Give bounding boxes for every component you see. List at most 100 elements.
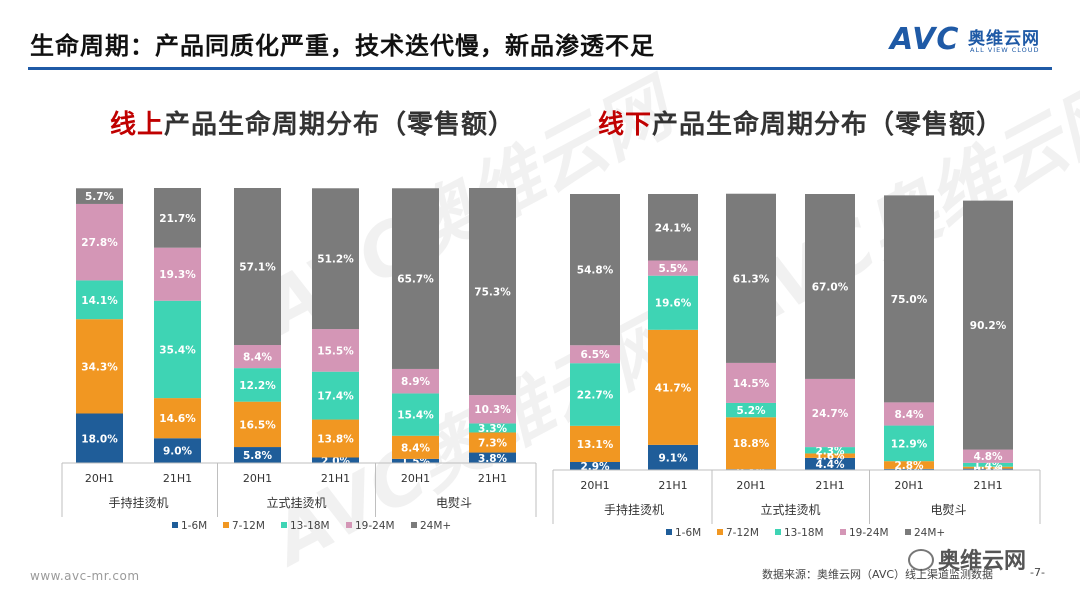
offline-label-3-19-24M: 24.7%	[812, 408, 849, 420]
online-bar-5-13-18M	[469, 423, 516, 433]
online-category-label-5: 21H1	[478, 472, 507, 485]
logo-chinese: 奥维云网	[968, 29, 1040, 49]
online-bar-2-1-6M	[234, 447, 281, 463]
online-label-4-13-18M: 15.4%	[397, 410, 434, 422]
online-label-4-1-6M: 1.5%	[401, 456, 431, 468]
online-label-1-19-24M: 19.3%	[159, 269, 196, 281]
online-bar-4-1-6M	[392, 458, 439, 463]
online-bar-1-19-24M	[154, 247, 201, 301]
online-label-5-7-12M: 7.3%	[478, 438, 508, 450]
offline-legend-label-4: 24M+	[914, 527, 945, 539]
offline-label-1-19-24M: 5.5%	[658, 263, 688, 275]
offline-label-4-24M+: 75.0%	[891, 294, 928, 306]
offline-bar-4-1-6M	[884, 468, 934, 470]
offline-title-highlight: 线下	[598, 110, 653, 140]
online-chart-title: 线上产品生命周期分布（零售额）	[110, 104, 515, 141]
online-label-4-24M+: 65.7%	[397, 274, 434, 286]
offline-category-label-3: 21H1	[815, 479, 844, 492]
online-label-3-24M+: 51.2%	[317, 254, 354, 266]
offline-legend-swatch-2	[775, 529, 781, 535]
online-bar-5-1-6M	[469, 452, 516, 463]
offline-label-3-13-18M: 2.3%	[815, 445, 845, 457]
online-group-label-0: 手持挂烫机	[108, 495, 168, 510]
offline-title-rest: 产品生命周期分布（零售额）	[652, 110, 1004, 140]
offline-label-4-7-12M: 2.8%	[894, 460, 924, 472]
offline-label-4-13-18M: 12.9%	[891, 438, 928, 450]
offline-bar-4-13-18M	[884, 425, 934, 462]
offline-bar-5-19-24M	[963, 449, 1013, 463]
offline-bar-1-13-18M	[648, 275, 698, 330]
offline-bar-4-7-12M	[884, 461, 934, 469]
online-group-label-2: 电熨斗	[436, 496, 472, 510]
offline-bar-0-24M+	[570, 194, 620, 346]
offline-category-label-5: 21H1	[973, 479, 1002, 492]
logo-english: ALL VIEW CLOUD	[970, 46, 1040, 54]
offline-label-1-1-6M: 9.1%	[658, 452, 688, 464]
online-label-5-19-24M: 10.3%	[474, 404, 511, 416]
offline-category-label-1: 21H1	[658, 479, 687, 492]
offline-legend-swatch-1	[717, 529, 723, 535]
online-label-2-7-12M: 16.5%	[239, 419, 276, 431]
online-label-3-7-12M: 13.8%	[317, 434, 354, 446]
offline-bar-3-24M+	[805, 194, 855, 379]
offline-bar-3-1-6M	[805, 457, 855, 470]
logo-mark: AVC	[890, 22, 960, 57]
online-legend-label-1: 7-12M	[232, 520, 265, 532]
footer-url: www.avc-mr.com	[30, 569, 140, 583]
online-label-3-13-18M: 17.4%	[317, 391, 354, 403]
offline-bar-5-7-12M	[963, 466, 1013, 469]
online-label-1-24M+: 21.7%	[159, 213, 196, 225]
online-label-4-19-24M: 8.9%	[401, 376, 431, 388]
avc-logo: AVC 奥维云网 ALL VIEW CLOUD	[890, 22, 1060, 62]
offline-label-5-24M+: 90.2%	[970, 320, 1007, 332]
online-label-0-7-12M: 34.3%	[81, 361, 118, 373]
online-bar-0-7-12M	[76, 319, 123, 414]
offline-bar-3-13-18M	[805, 447, 855, 454]
online-label-2-19-24M: 8.4%	[243, 352, 273, 364]
title-divider	[28, 67, 1052, 70]
online-bar-2-19-24M	[234, 345, 281, 369]
offline-bar-3-7-12M	[805, 453, 855, 458]
online-bar-3-7-12M	[312, 419, 359, 458]
offline-bar-4-19-24M	[884, 402, 934, 426]
offline-label-0-1-6M: 2.9%	[580, 461, 610, 473]
online-bar-0-19-24M	[76, 203, 123, 281]
offline-category-label-4: 20H1	[894, 479, 923, 492]
online-bar-4-13-18M	[392, 393, 439, 436]
online-group-label-1: 立式挂烫机	[266, 495, 326, 510]
online-label-0-19-24M: 27.8%	[81, 237, 118, 249]
online-bar-5-24M+	[469, 188, 516, 396]
wechat-label: 奥维云网	[938, 549, 1027, 574]
online-bar-3-13-18M	[312, 371, 359, 420]
online-bar-3-19-24M	[312, 329, 359, 372]
offline-group-label-1: 立式挂烫机	[760, 502, 820, 517]
offline-label-0-24M+: 54.8%	[577, 265, 614, 277]
online-bar-5-7-12M	[469, 432, 516, 453]
online-label-1-13-18M: 35.4%	[159, 344, 196, 356]
offline-label-1-7-12M: 41.7%	[655, 382, 692, 394]
online-label-5-24M+: 75.3%	[474, 287, 511, 299]
online-bar-2-13-18M	[234, 368, 281, 402]
online-category-label-3: 21H1	[321, 472, 350, 485]
online-bar-0-1-6M	[76, 413, 123, 463]
online-bar-5-19-24M	[469, 395, 516, 424]
offline-category-label-0: 20H1	[580, 479, 609, 492]
online-label-1-7-12M: 14.6%	[159, 413, 196, 425]
online-bar-4-7-12M	[392, 435, 439, 459]
offline-bar-2-19-24M	[726, 362, 776, 403]
online-label-2-1-6M: 5.8%	[243, 450, 273, 462]
online-label-2-24M+: 57.1%	[239, 262, 276, 274]
offline-bar-1-24M+	[648, 194, 698, 261]
data-source: 数据来源：奥维云网（AVC）线上渠道监测数据	[762, 568, 994, 581]
offline-legend-swatch-4	[905, 529, 911, 535]
offline-legend-swatch-3	[840, 529, 846, 535]
offline-label-3-7-12M: 1.6%	[815, 451, 845, 463]
online-bar-2-24M+	[234, 188, 281, 346]
offline-label-2-13-18M: 5.2%	[736, 405, 766, 417]
offline-label-2-24M+: 61.3%	[733, 273, 770, 285]
offline-group-label-2: 电熨斗	[930, 503, 966, 517]
online-category-label-4: 20H1	[401, 472, 430, 485]
online-label-5-1-6M: 3.8%	[478, 453, 508, 465]
offline-legend-swatch-0	[666, 529, 672, 535]
offline-label-3-1-6M: 4.4%	[815, 459, 845, 471]
